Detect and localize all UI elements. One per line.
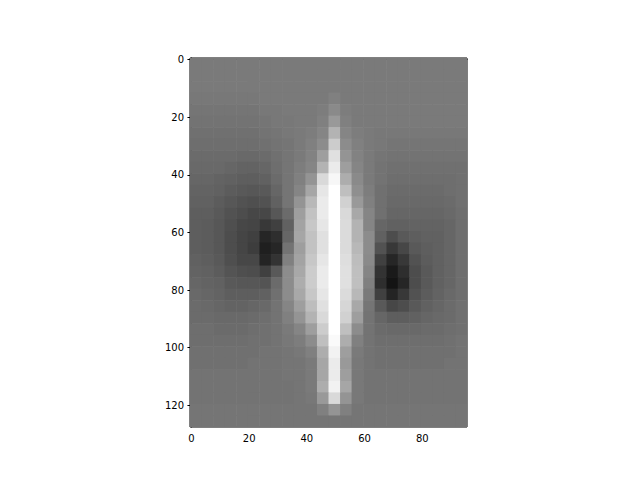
svg-text:80: 80 — [171, 285, 184, 296]
svg-text:60: 60 — [171, 227, 184, 238]
svg-text:40: 40 — [171, 169, 184, 180]
svg-text:20: 20 — [171, 112, 184, 123]
svg-text:0: 0 — [178, 54, 184, 65]
svg-text:20: 20 — [243, 433, 256, 444]
svg-text:0: 0 — [188, 433, 194, 444]
svg-text:80: 80 — [416, 433, 429, 444]
svg-text:100: 100 — [165, 342, 184, 353]
svg-text:40: 40 — [300, 433, 313, 444]
svg-text:60: 60 — [358, 433, 371, 444]
svg-text:120: 120 — [165, 400, 184, 411]
